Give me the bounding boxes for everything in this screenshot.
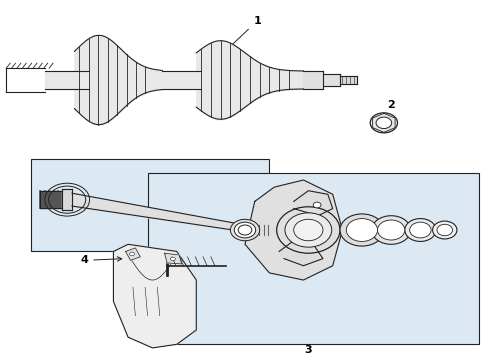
Circle shape — [377, 220, 405, 240]
Polygon shape — [294, 191, 333, 216]
Text: 4: 4 — [80, 255, 122, 265]
Polygon shape — [114, 244, 196, 348]
Polygon shape — [245, 180, 343, 280]
Circle shape — [277, 207, 340, 253]
Text: 3: 3 — [304, 345, 312, 355]
Circle shape — [294, 219, 323, 241]
Circle shape — [340, 214, 384, 246]
Circle shape — [129, 252, 134, 256]
Text: 1: 1 — [226, 16, 261, 50]
Circle shape — [405, 219, 436, 242]
Circle shape — [230, 219, 260, 241]
Circle shape — [433, 221, 457, 239]
Circle shape — [313, 202, 321, 208]
Circle shape — [437, 224, 453, 236]
Circle shape — [376, 117, 392, 129]
Polygon shape — [279, 241, 323, 266]
Circle shape — [410, 222, 431, 238]
Polygon shape — [165, 253, 182, 264]
Circle shape — [285, 213, 332, 247]
Circle shape — [234, 222, 256, 238]
Bar — [30, 158, 270, 251]
Circle shape — [346, 219, 377, 242]
Circle shape — [370, 113, 397, 133]
Circle shape — [171, 257, 175, 261]
Text: 2: 2 — [384, 100, 395, 129]
Polygon shape — [125, 248, 140, 260]
Bar — [147, 173, 479, 344]
Circle shape — [372, 216, 411, 244]
Circle shape — [238, 225, 252, 235]
